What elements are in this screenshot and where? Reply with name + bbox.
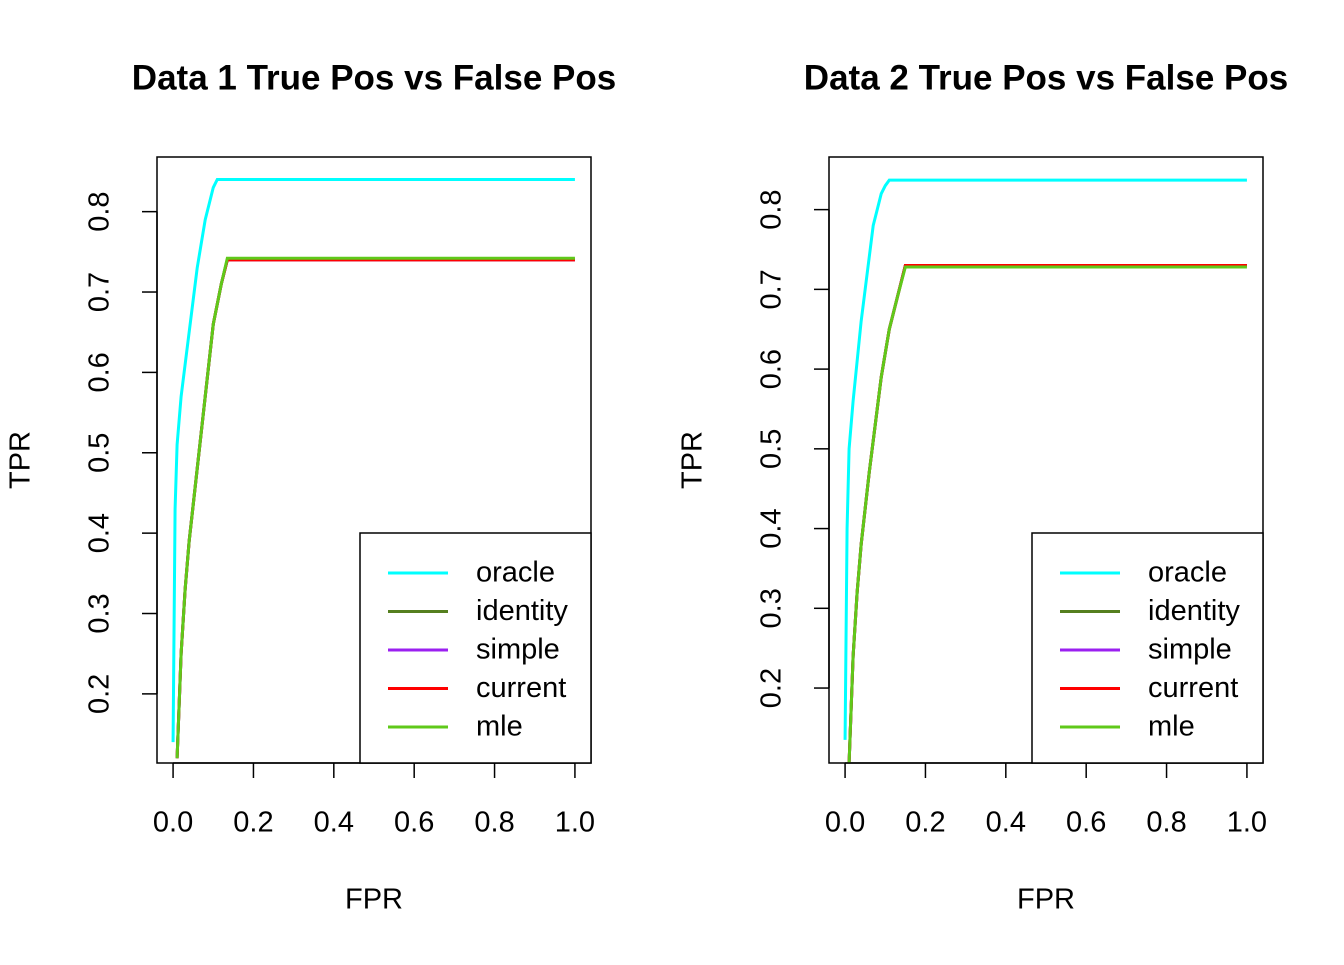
x-tick-label: 0.4: [986, 807, 1026, 839]
y-tick-label: 0.5: [756, 429, 788, 469]
y-axis-label: TPR: [5, 431, 37, 489]
x-tick-label: 0.8: [1146, 807, 1186, 839]
legend-label: mle: [476, 711, 523, 743]
x-axis-label: FPR: [345, 884, 403, 916]
x-tick-label: 0.6: [394, 807, 434, 839]
x-axis-label: FPR: [1017, 884, 1075, 916]
x-tick-label: 0.4: [314, 807, 354, 839]
legend-label: oracle: [1148, 557, 1227, 589]
y-tick-label: 0.4: [84, 513, 116, 553]
x-tick-label: 0.0: [153, 807, 193, 839]
series-line: [175, 256, 575, 759]
y-tick-label: 0.2: [756, 668, 788, 708]
y-tick-label: 0.8: [756, 189, 788, 229]
x-tick-label: 0.0: [825, 807, 865, 839]
x-tick-label: 0.2: [905, 807, 945, 839]
legend-label: mle: [1148, 711, 1195, 743]
y-axis-label: TPR: [677, 431, 709, 489]
series-line: [171, 178, 575, 743]
legend-label: simple: [476, 634, 560, 666]
legend-label: identity: [476, 595, 568, 627]
x-tick-label: 1.0: [555, 807, 595, 839]
series-line: [843, 178, 1247, 740]
y-tick-label: 0.8: [84, 191, 116, 231]
series-line: [847, 265, 1247, 764]
y-tick-label: 0.3: [756, 588, 788, 628]
legend-label: identity: [1148, 595, 1240, 627]
legend-box: [359, 532, 592, 764]
x-tick-label: 0.8: [474, 807, 514, 839]
legend-label: current: [476, 672, 566, 704]
y-tick-label: 0.3: [84, 593, 116, 633]
legend-box: [1031, 532, 1264, 764]
y-tick-label: 0.6: [756, 349, 788, 389]
y-tick-label: 0.5: [84, 433, 116, 473]
x-tick-label: 0.2: [233, 807, 273, 839]
chart-title: Data 1 True Pos vs False Pos: [132, 58, 616, 97]
y-tick-label: 0.7: [84, 272, 116, 312]
y-tick-label: 0.7: [756, 269, 788, 309]
x-tick-label: 0.6: [1066, 807, 1106, 839]
chart-title: Data 2 True Pos vs False Pos: [804, 58, 1288, 97]
y-tick-label: 0.6: [84, 352, 116, 392]
y-tick-label: 0.2: [84, 674, 116, 714]
y-tick-label: 0.4: [756, 508, 788, 548]
legend-label: simple: [1148, 634, 1232, 666]
legend-label: oracle: [476, 557, 555, 589]
x-tick-label: 1.0: [1227, 807, 1267, 839]
legend-label: current: [1148, 672, 1238, 704]
